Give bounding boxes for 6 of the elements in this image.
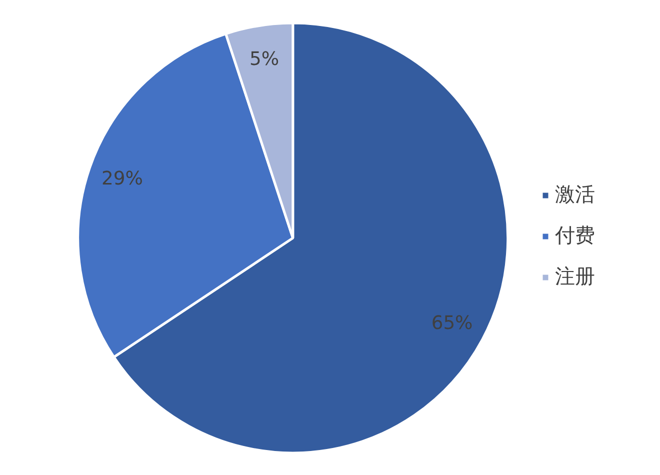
data-label: 65% <box>431 312 473 334</box>
legend-label: 激活 <box>555 181 595 208</box>
data-label: 29% <box>101 168 143 190</box>
data-label: 5% <box>250 49 280 70</box>
legend-label: 付费 <box>555 222 595 249</box>
legend-label: 注册 <box>555 263 595 290</box>
